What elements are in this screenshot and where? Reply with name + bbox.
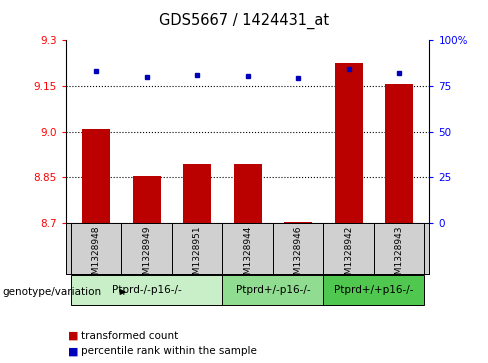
Text: transformed count: transformed count [81,331,178,341]
Bar [82,129,110,223]
Bar [324,223,374,274]
Bar [223,223,273,274]
Text: ■: ■ [68,346,79,356]
Bar [335,63,363,223]
Bar [273,223,324,274]
Bar [234,164,262,223]
Text: Ptprd-/-p16-/-: Ptprd-/-p16-/- [112,285,182,295]
Bar [133,176,161,223]
Text: GSM1328951: GSM1328951 [193,226,202,286]
Bar [324,276,425,305]
Text: genotype/variation: genotype/variation [2,287,102,297]
Bar [122,223,172,274]
Bar [71,276,223,305]
Bar [183,164,211,223]
Bar [374,223,425,274]
Bar [285,222,312,223]
Text: GSM1328948: GSM1328948 [92,226,101,286]
Bar [385,84,413,223]
Text: GSM1328943: GSM1328943 [395,226,404,286]
Bar [71,223,122,274]
Text: GSM1328944: GSM1328944 [243,226,252,286]
Bar [223,276,324,305]
Text: Ptprd+/+p16-/-: Ptprd+/+p16-/- [334,285,414,295]
Text: GSM1328942: GSM1328942 [344,226,353,286]
Text: GSM1328946: GSM1328946 [294,226,303,286]
Text: GDS5667 / 1424431_at: GDS5667 / 1424431_at [159,13,329,29]
Text: Ptprd+/-p16-/-: Ptprd+/-p16-/- [236,285,310,295]
Text: percentile rank within the sample: percentile rank within the sample [81,346,256,356]
Text: GSM1328949: GSM1328949 [142,226,151,286]
Bar [172,223,223,274]
Text: ■: ■ [68,331,79,341]
